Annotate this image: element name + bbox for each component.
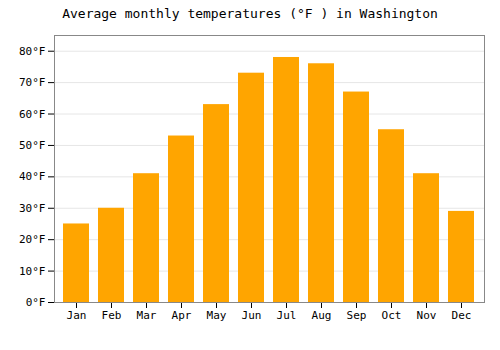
svg-text:Dec: Dec xyxy=(452,309,472,322)
svg-text:40°F: 40°F xyxy=(19,170,46,183)
svg-text:Apr: Apr xyxy=(172,309,192,322)
svg-text:50°F: 50°F xyxy=(19,139,46,152)
svg-text:Jan: Jan xyxy=(67,309,87,322)
svg-text:Mar: Mar xyxy=(137,309,157,322)
svg-text:30°F: 30°F xyxy=(19,202,46,215)
svg-text:Oct: Oct xyxy=(382,309,402,322)
svg-text:20°F: 20°F xyxy=(19,233,46,246)
svg-text:80°F: 80°F xyxy=(19,45,46,58)
svg-text:Jun: Jun xyxy=(242,309,262,322)
svg-text:Nov: Nov xyxy=(417,309,437,322)
svg-text:May: May xyxy=(207,309,227,322)
svg-text:70°F: 70°F xyxy=(19,76,46,89)
html-text:Average monthly temperatures (: Average monthly temperatures (°F ) in Wa… xyxy=(62,6,438,21)
svg-text:60°F: 60°F xyxy=(19,108,46,121)
svg-text:Aug: Aug xyxy=(312,309,332,322)
svg-text:0°F: 0°F xyxy=(26,296,46,309)
svg-text:Sep: Sep xyxy=(347,309,367,322)
svg-text:Feb: Feb xyxy=(102,309,122,322)
svg-text:Jul: Jul xyxy=(277,309,297,322)
svg-text:10°F: 10°F xyxy=(19,265,46,278)
